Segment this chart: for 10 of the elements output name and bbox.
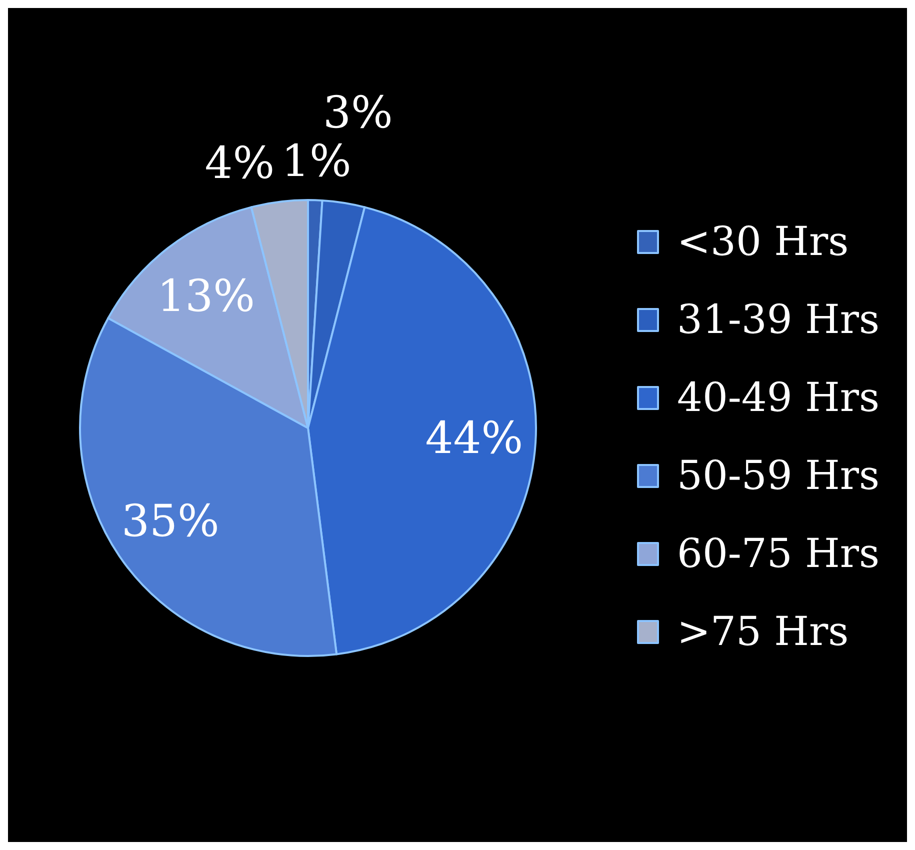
legend-label: 40-49 Hrs xyxy=(677,375,880,421)
legend-label: <30 Hrs xyxy=(677,219,849,265)
legend-label: 31-39 Hrs xyxy=(677,297,880,343)
data-label: 44% xyxy=(425,412,524,464)
legend-label: 50-59 Hrs xyxy=(677,453,880,499)
data-label: 35% xyxy=(121,496,220,548)
data-label: 4% xyxy=(204,138,275,189)
data-label: 13% xyxy=(157,270,255,322)
legend-label: >75 Hrs xyxy=(677,609,849,655)
legend-label: 60-75 Hrs xyxy=(677,531,880,577)
